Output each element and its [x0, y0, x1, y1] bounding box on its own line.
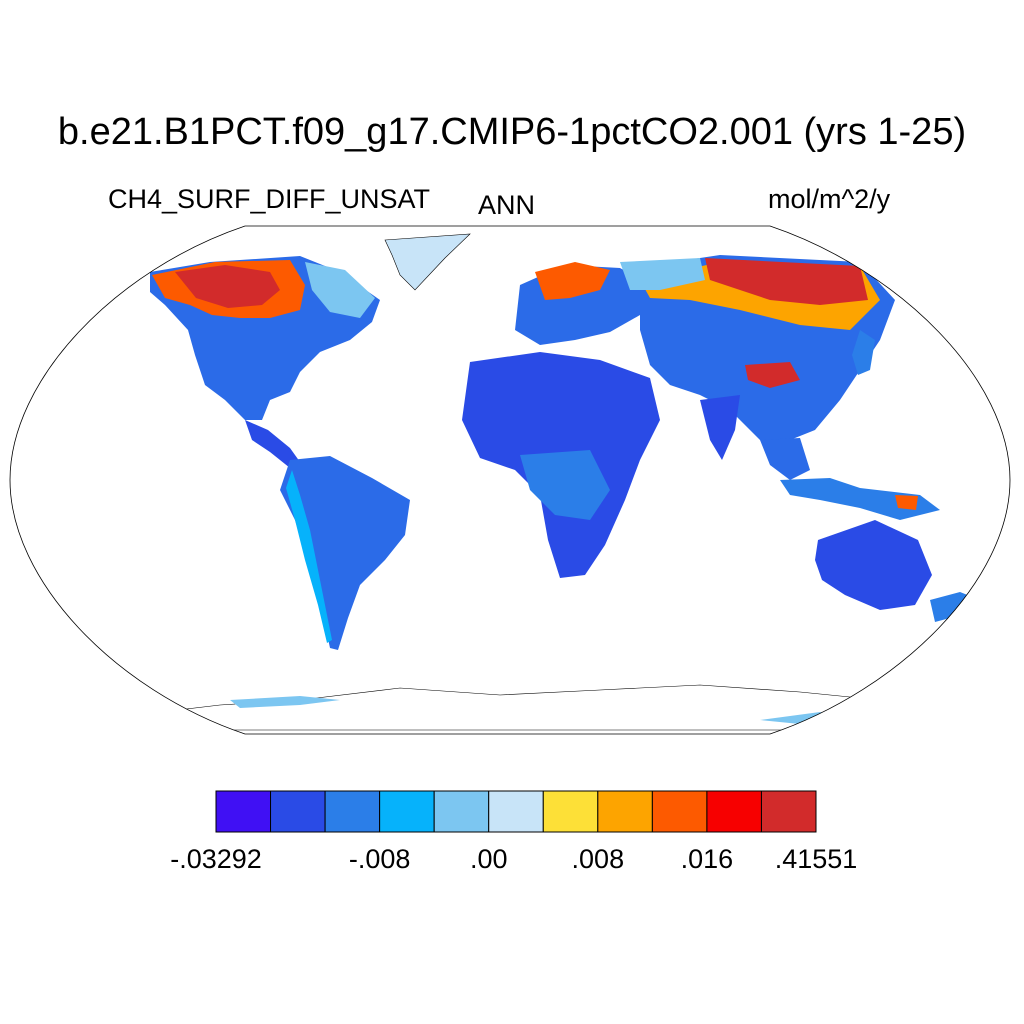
africa-central [520, 450, 610, 520]
greenland [384, 233, 471, 291]
colorbar-label-2: .00 [469, 844, 508, 874]
indonesia [780, 478, 940, 520]
colorbar-swatch-6 [542, 790, 599, 833]
north-america-pale [305, 262, 375, 318]
colorbar-label-1: -.008 [348, 844, 411, 874]
colorbar-label-0: -.03292 [170, 844, 262, 874]
colorbar-swatch-9 [706, 790, 762, 833]
india [700, 395, 740, 460]
colorbar-label-4: .016 [680, 844, 734, 874]
variable-label: CH4_SURF_DIFF_UNSAT [108, 184, 431, 214]
antarctica [10, 684, 1010, 731]
north-america-hotspot [175, 265, 280, 308]
antarctica-edge [230, 696, 340, 708]
siberia-pale [620, 258, 705, 290]
colorbar-swatch-2 [324, 790, 381, 833]
australia [815, 520, 932, 610]
central-america [245, 420, 300, 468]
siberia-hotspot [705, 258, 868, 305]
southeast-asia [760, 438, 810, 480]
south-america [280, 456, 410, 650]
japan [852, 330, 875, 375]
scandinavia [535, 262, 610, 300]
colorbar-swatch-0 [215, 790, 272, 833]
colorbar-swatch-8 [651, 790, 708, 833]
map-border [9, 225, 1011, 735]
units-label: mol/m^2/y [768, 184, 891, 214]
colorbar-swatch-10 [760, 790, 817, 833]
tibet-hotspot [745, 362, 800, 388]
colorbar-label-5: .41551 [774, 844, 858, 874]
colorbar-swatch-3 [379, 790, 435, 833]
indonesia-hotspot [895, 495, 918, 510]
season-label: ANN [478, 190, 536, 220]
colorbar-swatch-7 [597, 790, 653, 833]
colorbar-swatch-1 [270, 790, 326, 833]
colorbar-swatch-4 [433, 790, 490, 833]
south-america-andes [286, 470, 332, 643]
colorbar-label-3: .008 [571, 844, 625, 874]
plot-title: b.e21.B1PCT.f09_g17.CMIP6-1pctCO2.001 (y… [57, 111, 967, 153]
colorbar-swatch-5 [488, 790, 544, 833]
